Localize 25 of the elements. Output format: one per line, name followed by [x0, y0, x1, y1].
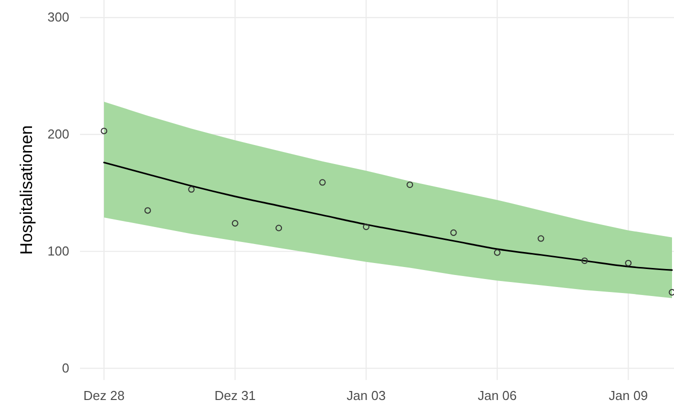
y-tick-label: 200	[47, 126, 70, 142]
point	[232, 220, 238, 227]
x-tick-label: Jan 03	[346, 388, 386, 403]
y-axis-title: Hospitalisationen	[17, 125, 36, 255]
x-tick-label: Jan 06	[478, 388, 517, 403]
x-tick-label: Dez 28	[83, 388, 125, 403]
point	[406, 181, 414, 188]
point	[276, 224, 282, 232]
x-tick-label: Dez 31	[214, 388, 256, 403]
point	[494, 249, 500, 256]
point	[538, 235, 544, 242]
point	[319, 179, 326, 186]
y-tick-label: 0	[62, 360, 70, 376]
point	[188, 186, 195, 193]
line-series	[103, 162, 673, 271]
point	[668, 289, 674, 296]
point	[581, 257, 588, 264]
x-tick-label: Jan 09	[608, 388, 648, 403]
point	[625, 260, 632, 266]
point	[450, 229, 457, 236]
point	[362, 224, 370, 230]
point	[100, 128, 108, 134]
y-tick-label: 300	[47, 10, 70, 25]
point	[144, 207, 151, 214]
y-tick-label: 100	[47, 244, 70, 259]
